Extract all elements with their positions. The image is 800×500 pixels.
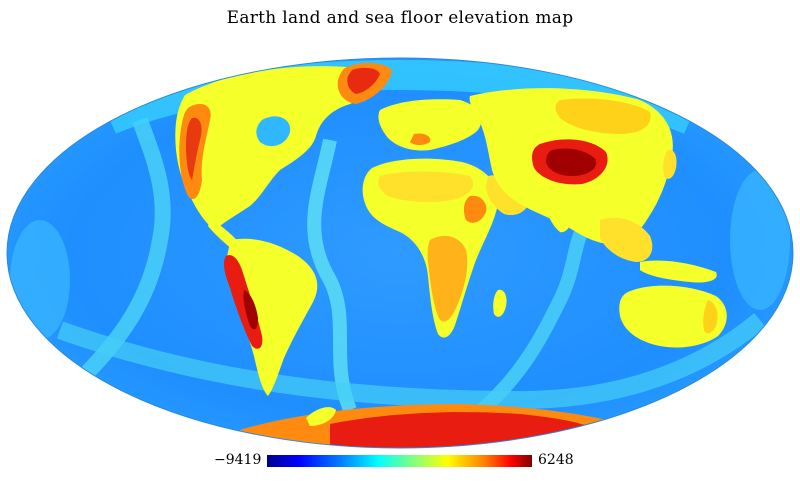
india	[544, 189, 574, 233]
alps	[410, 133, 431, 145]
southeast-asia	[600, 217, 653, 262]
great-dividing-range	[703, 300, 718, 334]
greenland-ice	[347, 67, 380, 94]
japan	[663, 149, 677, 179]
mid-atlantic-ridge	[307, 138, 357, 413]
hudson-bay	[256, 116, 291, 147]
antarctic-peninsula	[306, 407, 336, 426]
australia	[619, 285, 727, 348]
tibetan-plateau	[546, 148, 597, 176]
colorbar-max-label: 6248	[538, 452, 574, 468]
south-america	[226, 238, 318, 396]
andes-peak	[243, 290, 258, 330]
colorbar-min-label: −9419	[214, 452, 262, 468]
north-america	[175, 66, 372, 230]
ethiopian-highlands	[463, 195, 487, 223]
africa-highland	[427, 235, 468, 322]
rocky-mountains-core	[186, 117, 202, 180]
siberian-upland	[555, 98, 651, 134]
antarctic-ice-sheet	[330, 412, 600, 448]
new-zealand	[750, 339, 762, 361]
left-limb-shelf	[10, 220, 70, 340]
indonesia	[640, 260, 717, 283]
europe	[378, 99, 482, 151]
sahara	[378, 171, 474, 203]
madagascar	[493, 289, 507, 317]
colorbar	[267, 455, 532, 467]
map-title: Earth land and sea floor elevation map	[226, 8, 574, 28]
globe	[7, 58, 793, 448]
globe-outline	[6, 57, 794, 449]
southern-ridge	[56, 313, 766, 410]
right-limb-shelf	[730, 170, 790, 310]
